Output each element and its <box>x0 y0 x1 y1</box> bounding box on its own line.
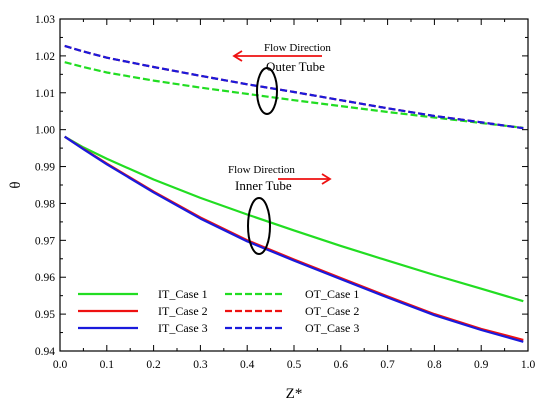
series-line-it-case-3 <box>64 135 524 343</box>
x-tick-label: 0.1 <box>100 359 115 371</box>
legend-label-ot-case-3: OT_Case 3 <box>305 321 359 335</box>
x-tick-label: 0.9 <box>474 359 489 371</box>
axis-ticks: 0.0 0.1 0.2 0.3 0.4 0.5 0.6 0.7 0.8 0.9 1.0 0.94 0.9… <box>35 14 536 371</box>
legend-label-ot-case-2: OT_Case 2 <box>305 304 359 318</box>
plot-content <box>64 44 524 343</box>
series-line-it-case-1 <box>64 135 524 303</box>
x-tick-label: 0.5 <box>287 359 302 371</box>
y-tick-label: 0.98 <box>35 198 55 210</box>
legend-label-it-case-1: IT_Case 1 <box>158 287 208 301</box>
x-tick-label: 0.2 <box>146 359 161 371</box>
y-axis-label: θ <box>8 181 24 188</box>
x-tick-label: 0.3 <box>193 359 208 371</box>
y-tick-label: 1.01 <box>35 88 55 100</box>
x-tick-label: 0.6 <box>334 359 349 371</box>
y-tick-label: 1.03 <box>35 14 55 26</box>
legend-label-ot-case-1: OT_Case 1 <box>305 287 359 301</box>
inner-flow-arrow <box>278 173 332 185</box>
x-tick-label: 0.7 <box>380 359 395 371</box>
y-tick-label: 0.94 <box>35 346 55 358</box>
inner-flow-direction-label: Flow Direction <box>228 164 295 176</box>
outer-flow-direction-label: Flow Direction <box>264 42 331 54</box>
outer-tube-label: Outer Tube <box>266 59 325 74</box>
series-line-ot-case-3 <box>64 44 524 130</box>
outer-flow-arrow <box>232 50 322 62</box>
inner-tube-label: Inner Tube <box>235 178 292 193</box>
x-tick-label: 1.0 <box>521 359 536 371</box>
y-tick-label: 0.97 <box>35 235 55 247</box>
x-axis-label: Z* <box>286 386 303 402</box>
y-tick-label: 0.99 <box>35 162 55 174</box>
x-tick-label: 0.0 <box>53 359 68 371</box>
y-tick-label: 0.95 <box>35 309 55 321</box>
legend: IT_Case 1 IT_Case 2 IT_Case 3 OT_Case 1 OT_C… <box>78 287 359 335</box>
y-tick-label: 0.96 <box>35 272 55 284</box>
y-tick-label: 1.02 <box>35 51 55 63</box>
y-tick-label: 1.00 <box>35 125 55 137</box>
arrow-head <box>321 173 332 185</box>
arrow-head <box>232 50 243 62</box>
annotations: Flow Direction Outer Tube Flow Direction… <box>228 42 331 193</box>
series-line-ot-case-1 <box>64 61 524 129</box>
outer-tube-ellipse <box>256 67 278 115</box>
legend-label-it-case-2: IT_Case 2 <box>158 304 208 318</box>
legend-label-it-case-3: IT_Case 3 <box>158 321 208 335</box>
x-tick-label: 0.4 <box>240 359 255 371</box>
x-tick-label: 0.8 <box>427 359 442 371</box>
inner-tube-ellipse <box>247 197 271 255</box>
